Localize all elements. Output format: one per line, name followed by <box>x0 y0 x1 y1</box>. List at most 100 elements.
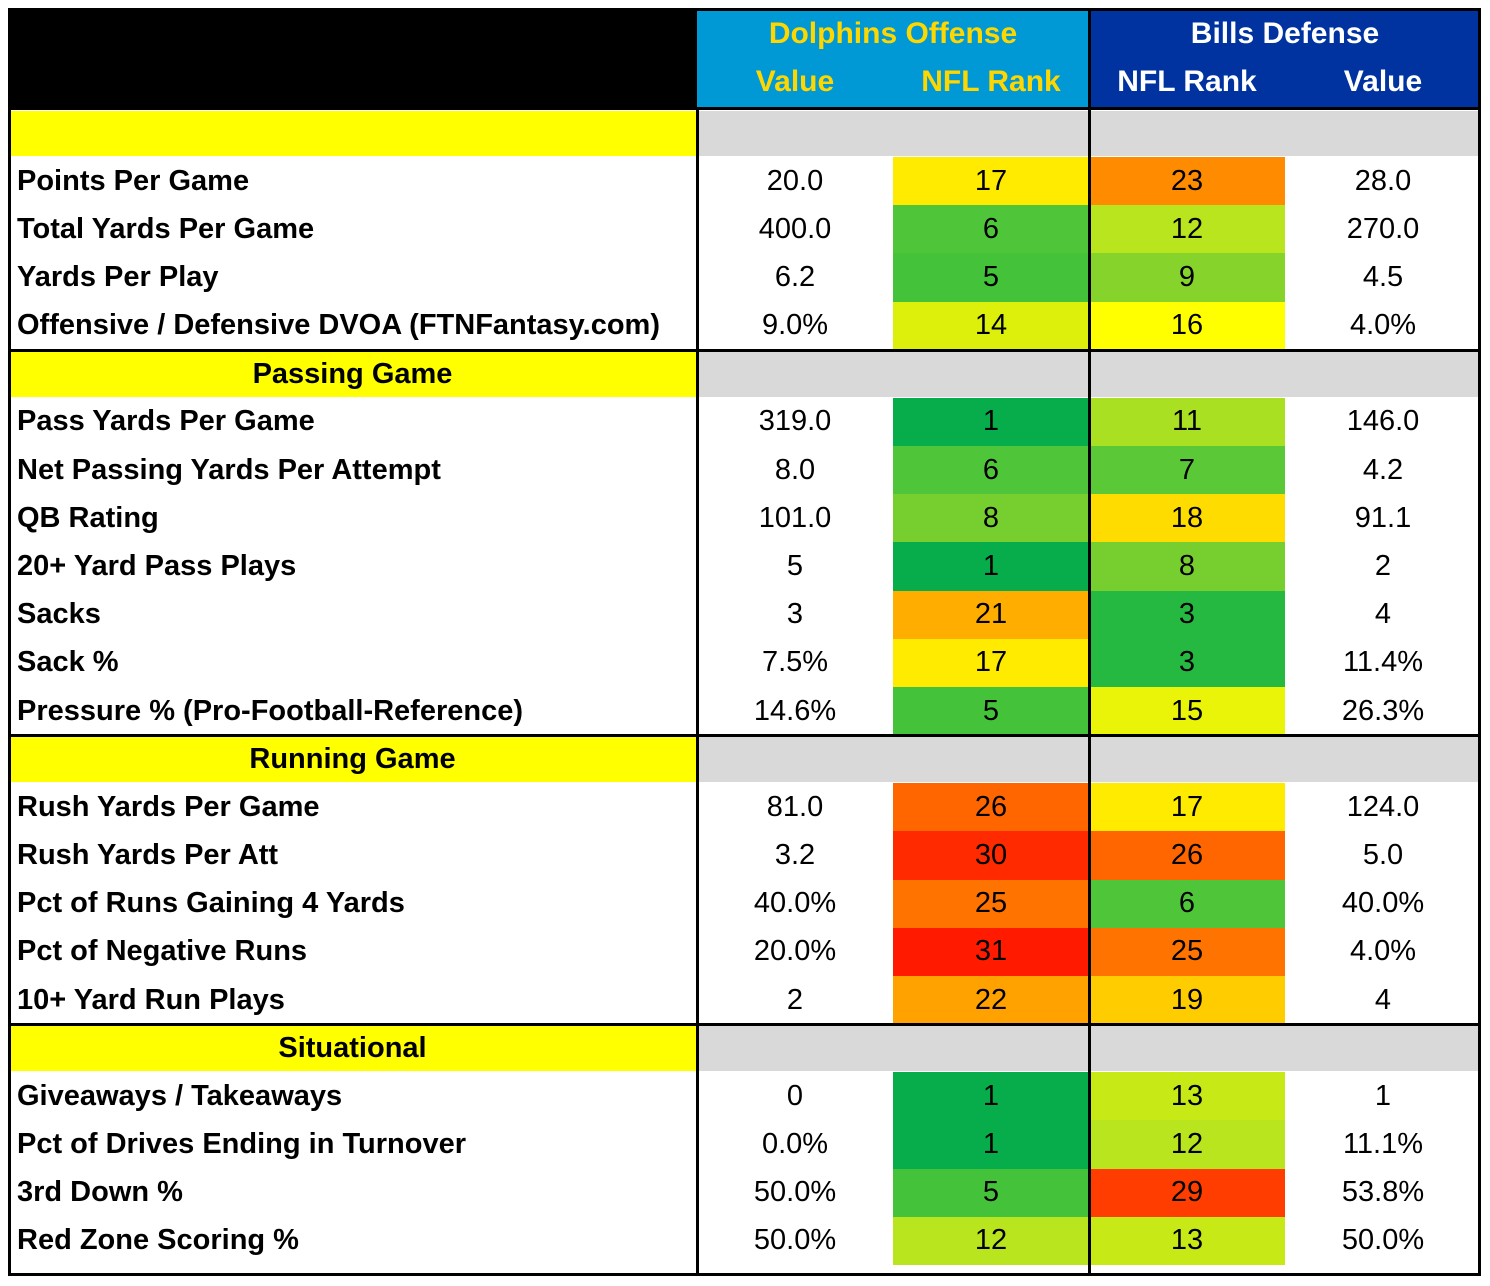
offense-value: 6.2 <box>774 260 816 293</box>
stat-label: 3rd Down % <box>17 1176 183 1209</box>
defense-rank: 12 <box>1089 205 1285 254</box>
offense-value: 0.0% <box>761 1127 829 1160</box>
section-title: Running Game <box>8 737 697 783</box>
defense-value: 124.0 <box>1346 790 1420 823</box>
defense-value: 50.0% <box>1341 1224 1425 1257</box>
defense-rank: 13 <box>1089 1072 1285 1121</box>
offense-value: 20.0 <box>766 164 824 197</box>
section-divider <box>8 734 1481 738</box>
defense-team-title: Bills Defense <box>1190 17 1380 50</box>
table-header: Dolphins Offense Value NFL Rank Bills De… <box>8 8 1481 109</box>
defense-rank: 8 <box>1089 542 1285 591</box>
table-row: Rush Yards Per Game 81.0 26 17 124.0 <box>8 783 1481 832</box>
defense-value: 91.1 <box>1354 501 1412 534</box>
stat-label: Points Per Game <box>17 164 250 197</box>
offense-rank: 31 <box>893 927 1089 976</box>
stat-label: Offensive / Defensive DVOA (FTNFantasy.c… <box>17 309 660 342</box>
defense-rank: 15 <box>1089 687 1285 736</box>
stat-label: Rush Yards Per Att <box>17 838 279 871</box>
table-row: Yards Per Play 6.2 5 9 4.5 <box>8 253 1481 302</box>
table-row: 20+ Yard Pass Plays 5 1 8 2 <box>8 542 1481 591</box>
defense-value: 28.0 <box>1354 164 1412 197</box>
offense-rank: 6 <box>893 205 1089 254</box>
stat-label: Pressure % (Pro-Football-Reference) <box>17 694 524 727</box>
stats-comparison-table: Dolphins Offense Value NFL Rank Bills De… <box>8 8 1481 1276</box>
offense-value: 40.0% <box>753 887 837 920</box>
defense-rank: 25 <box>1089 927 1285 976</box>
offense-value: 3.2 <box>774 838 816 871</box>
stat-label: Net Passing Yards Per Attempt <box>17 453 441 486</box>
defense-value: 11.1% <box>1342 1127 1424 1160</box>
defense-value: 146.0 <box>1346 405 1420 438</box>
defense-rank-header: NFL Rank <box>1117 65 1257 98</box>
defense-rank: 23 <box>1089 157 1285 206</box>
offense-value: 50.0% <box>753 1176 837 1209</box>
stat-label: Pct of Runs Gaining 4 Yards <box>17 887 405 920</box>
offense-rank: 5 <box>893 253 1089 302</box>
defense-value: 11.4% <box>1342 646 1424 679</box>
table-row: Total Yards Per Game 400.0 6 12 270.0 <box>8 205 1481 254</box>
offense-rank: 1 <box>893 1120 1089 1169</box>
section-header-row: Passing Game <box>8 350 1481 398</box>
defense-value: 4.0% <box>1349 935 1417 968</box>
defense-value: 5.0 <box>1362 838 1404 871</box>
section-header-row: Running Game <box>8 735 1481 783</box>
section-title: Situational <box>8 1026 697 1072</box>
defense-rank: 16 <box>1089 301 1285 350</box>
table-row: Offensive / Defensive DVOA (FTNFantasy.c… <box>8 301 1481 350</box>
stat-label: Sack % <box>17 646 119 679</box>
stat-label: Total Yards Per Game <box>17 212 315 245</box>
offense-rank: 1 <box>893 397 1089 446</box>
offense-rank: 6 <box>893 446 1089 495</box>
table-row: Giveaways / Takeaways 0 1 13 1 <box>8 1072 1481 1121</box>
stat-label: Giveaways / Takeaways <box>17 1079 343 1112</box>
offense-value: 319.0 <box>758 405 832 438</box>
stat-label: 20+ Yard Pass Plays <box>17 549 297 582</box>
offense-value: 7.5% <box>761 646 829 679</box>
table-row: Pressure % (Pro-Football-Reference) 14.6%… <box>8 687 1481 736</box>
defense-value: 4.2 <box>1362 453 1404 486</box>
defense-rank: 7 <box>1089 446 1285 495</box>
header-corner <box>8 8 697 109</box>
table-row: QB Rating 101.0 8 18 91.1 <box>8 494 1481 543</box>
defense-rank: 29 <box>1089 1168 1285 1217</box>
stat-label: Sacks <box>17 598 101 631</box>
defense-value: 4 <box>1374 983 1392 1016</box>
section-header-row <box>8 109 1481 157</box>
table-row: Pct of Runs Gaining 4 Yards 40.0% 25 6 40.0% <box>8 879 1481 928</box>
stat-label: Red Zone Scoring % <box>17 1224 299 1257</box>
offense-rank: 17 <box>893 157 1089 206</box>
section-title <box>8 111 697 156</box>
defense-rank: 11 <box>1089 397 1285 446</box>
section-header-row: Situational <box>8 1024 1481 1072</box>
table-row: Pass Yards Per Game 319.0 1 11 146.0 <box>8 397 1481 446</box>
defense-rank: 17 <box>1089 783 1285 832</box>
defense-rank: 19 <box>1089 976 1285 1025</box>
offense-value: 3 <box>786 598 804 631</box>
section-divider <box>8 348 1481 352</box>
offense-value: 0 <box>786 1079 804 1112</box>
stat-label: Pct of Negative Runs <box>17 935 308 968</box>
defense-rank: 6 <box>1089 879 1285 928</box>
table-row: Pct of Negative Runs 20.0% 31 25 4.0% <box>8 927 1481 976</box>
table-row: Sacks 3 21 3 4 <box>8 590 1481 639</box>
offense-team-title: Dolphins Offense <box>768 17 1018 50</box>
table-row: Pct of Drives Ending in Turnover 0.0% 1 12 1… <box>8 1120 1481 1169</box>
stat-label: 10+ Yard Run Plays <box>17 983 285 1016</box>
offense-value: 9.0% <box>761 309 829 342</box>
stat-label: Yards Per Play <box>17 260 219 293</box>
offense-rank: 5 <box>893 1168 1089 1217</box>
offense-value: 5 <box>786 549 804 582</box>
defense-value: 270.0 <box>1346 212 1420 245</box>
column-divider <box>696 109 699 1276</box>
table-row: Points Per Game 20.0 17 23 28.0 <box>8 157 1481 206</box>
offense-value: 2 <box>786 983 804 1016</box>
defense-header <box>1089 8 1481 109</box>
offense-rank: 12 <box>893 1216 1089 1265</box>
defense-value: 1 <box>1374 1079 1392 1112</box>
column-divider <box>1088 109 1091 1276</box>
offense-value: 101.0 <box>758 501 832 534</box>
section-title: Passing Game <box>8 351 697 397</box>
offense-rank: 25 <box>893 879 1089 928</box>
table-row: Rush Yards Per Att 3.2 30 26 5.0 <box>8 831 1481 880</box>
